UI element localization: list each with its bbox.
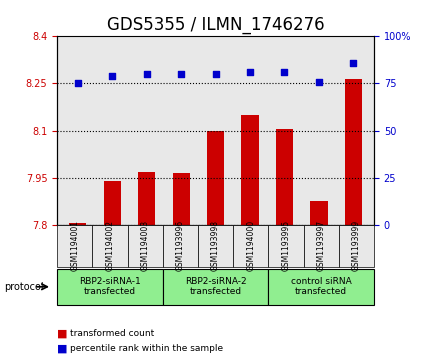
Text: GSM1194003: GSM1194003 [141,220,150,272]
Text: control siRNA
transfected: control siRNA transfected [291,277,352,297]
Text: ■: ■ [57,329,68,339]
Text: GSM1194000: GSM1194000 [246,220,255,272]
Text: GSM1193996: GSM1193996 [176,220,185,272]
Title: GDS5355 / ILMN_1746276: GDS5355 / ILMN_1746276 [107,16,324,34]
Bar [242,115,259,225]
Text: RBP2-siRNA-1
transfected: RBP2-siRNA-1 transfected [79,277,141,297]
Text: ■: ■ [57,343,68,354]
Point [178,71,185,77]
Point [315,79,323,85]
Point [281,69,288,75]
Text: GSM1193997: GSM1193997 [317,220,326,272]
Bar [104,181,121,225]
Bar [310,201,327,225]
Bar [172,173,190,225]
Bar [345,79,362,225]
Text: transformed count: transformed count [70,330,154,338]
Point [143,71,150,77]
Bar [276,129,293,225]
Point [74,81,81,86]
Point [246,69,253,75]
Bar [69,224,87,225]
Text: RBP2-siRNA-2
transfected: RBP2-siRNA-2 transfected [185,277,246,297]
Point [350,60,357,66]
Text: GSM1194002: GSM1194002 [106,220,114,272]
Text: GSM1193995: GSM1193995 [282,220,290,272]
Text: GSM1193999: GSM1193999 [352,220,361,272]
Bar [138,172,155,225]
Text: percentile rank within the sample: percentile rank within the sample [70,344,224,353]
Point [212,71,219,77]
Text: protocol: protocol [4,282,44,292]
Bar [207,131,224,225]
Text: GSM1194001: GSM1194001 [70,220,79,272]
Point [109,73,116,79]
Text: GSM1193998: GSM1193998 [211,220,220,272]
